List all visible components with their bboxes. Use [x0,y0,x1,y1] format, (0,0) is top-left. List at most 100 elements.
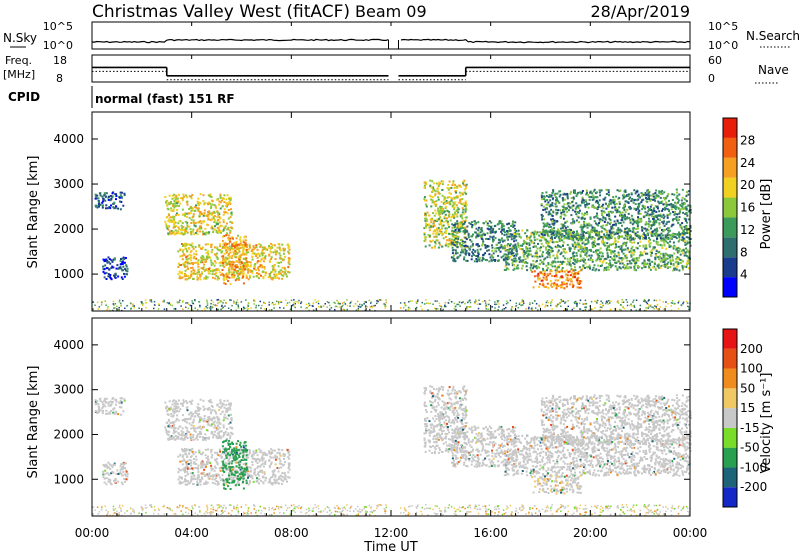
power-cell [503,230,506,233]
power-cell [570,272,573,275]
power-cell [453,302,456,305]
power-cell [256,256,259,259]
power-cell [569,192,572,195]
power-cell [641,262,644,265]
power-cell [464,248,467,251]
power-cell [464,184,467,187]
power-cell [605,266,607,269]
power-cell [441,183,444,186]
power-cell [105,271,108,274]
power-cell [551,275,553,277]
power-cell [117,267,120,270]
power-cell [608,213,610,216]
power-cell [456,225,459,228]
power-cell [150,299,153,301]
power-cell [656,241,659,244]
power-cell [618,235,621,238]
power-cell [274,277,277,280]
power-cell [604,196,607,199]
power-cell [593,245,596,248]
power-cell [675,268,678,271]
power-cell [437,196,440,199]
power-cell [485,306,487,308]
power-cell [241,262,244,265]
power-cell [658,192,661,195]
power-cell [221,269,224,271]
power-cell [448,180,451,183]
power-cell [615,224,617,227]
power-cell [670,225,673,228]
power-cell [555,274,558,277]
power-cell [225,276,228,279]
power-cell [652,247,655,250]
power-cell [252,245,255,247]
power-cell [630,262,633,265]
power-cell [182,300,184,302]
power-cell [165,201,167,204]
power-cell [464,226,467,229]
power-cell [512,244,515,247]
power-cell [474,250,477,253]
power-cell [547,248,550,251]
power-cell [680,227,683,230]
power-cell [275,274,278,277]
power-cell [579,253,582,256]
power-cell [238,277,240,280]
power-cell [448,210,451,213]
power-cell [675,258,678,261]
power-cell [633,221,636,223]
power-cell [491,229,494,232]
power-cell [598,218,601,221]
power-cell [221,250,224,253]
power-cell [533,236,536,239]
power-cell [550,263,553,266]
power-cell [669,256,671,259]
power-cell [545,238,547,241]
power-cell [569,233,571,236]
power-cell [462,242,465,244]
power-cell [569,250,571,253]
power-cell [609,199,612,202]
power-cell [505,257,508,260]
power-cell [607,210,610,213]
nsky-tick-bottom-left: 10^0 [43,39,73,52]
power-cell [658,202,661,205]
power-cell [574,207,577,210]
power-cell [94,193,97,196]
power-cell [359,303,361,306]
power-cell [660,264,663,267]
power-cell [464,210,467,213]
power-cell [591,258,594,261]
power-cell [655,240,658,243]
power-cell [559,239,562,241]
power-cell [210,259,213,262]
power-cell [440,201,443,203]
power-cell [229,231,232,234]
power-cell [226,232,228,235]
power-cell [243,245,246,248]
power-cell [479,248,482,251]
power-cell [488,228,490,231]
power-cell [687,190,690,193]
power-cell [532,286,535,289]
power-cell [236,252,239,255]
power-cell [442,308,444,311]
power-cell [567,237,570,240]
power-cell [532,267,534,270]
power-cell [453,260,456,263]
power-cell [476,233,479,236]
power-cell [244,258,247,261]
power-cell [515,254,518,257]
power-cell [549,284,552,287]
power-cell [614,232,617,235]
power-cell [600,255,603,258]
power-cell [220,225,223,227]
power-cell [102,258,105,261]
power-cell [225,234,228,236]
power-cell [579,286,582,289]
power-cell [522,239,525,242]
power-cell [498,246,501,249]
power-cell [648,208,651,211]
power-cell [115,205,117,208]
power-cell [503,308,505,310]
